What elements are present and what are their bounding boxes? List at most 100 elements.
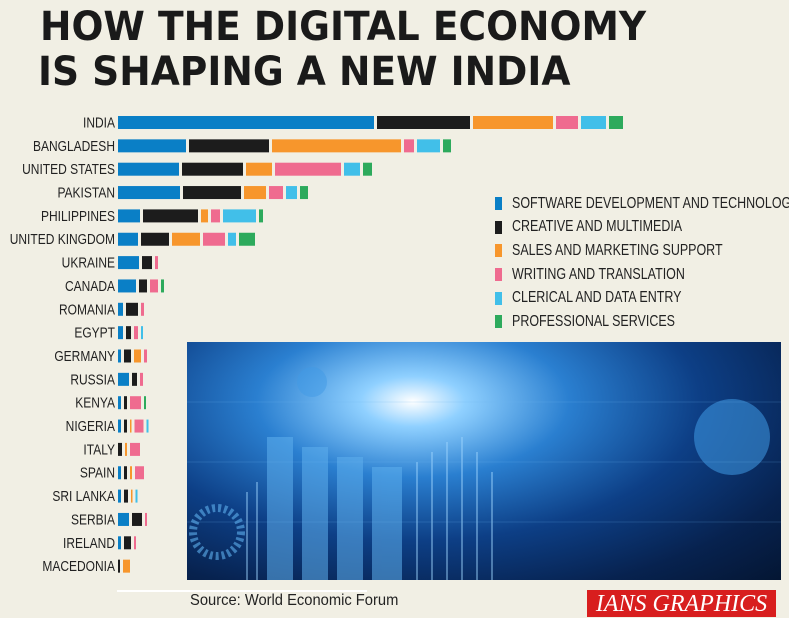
bar-segment-united-kingdom-4	[228, 232, 236, 246]
category-label: ROMANIA	[59, 301, 116, 318]
bar-segment-bangladesh-3	[404, 139, 414, 153]
bar-segment-russia-1	[132, 372, 137, 386]
category-label: KENYA	[75, 394, 116, 411]
legend-item: CLERICAL AND DATA ENTRY	[495, 286, 789, 310]
bar-segment-germany-3	[144, 349, 147, 363]
bar-segment-india-1	[377, 116, 470, 129]
legend: SOFTWARE DEVELOPMENT AND TECHNOLOGY CREAT…	[495, 192, 789, 334]
legend-label: CREATIVE AND MULTIMEDIA	[512, 218, 683, 236]
bar-segment-ukraine-0	[118, 256, 139, 270]
legend-swatch	[495, 220, 502, 234]
bar-segment-bangladesh-1	[189, 139, 269, 153]
bar-segment-united-states-3	[275, 162, 341, 176]
category-label: SRI LANKA	[52, 488, 116, 505]
category-label: ITALY	[83, 441, 115, 458]
bar-segment-pakistan-1	[183, 186, 241, 200]
category-label: BANGLADESH	[33, 138, 115, 155]
bar-segment-germany-0	[118, 349, 121, 363]
bar-segment-pakistan-3	[269, 186, 283, 200]
bar-segment-canada-1	[139, 279, 147, 293]
bar-segment-sri-lanka-4	[135, 489, 138, 503]
bar-segment-ireland-1	[124, 536, 131, 550]
legend-label: PROFESSIONAL SERVICES	[512, 312, 675, 330]
bar-segment-united-states-5	[363, 162, 372, 176]
bar-segment-philippines-5	[259, 209, 263, 223]
category-label: PAKISTAN	[57, 184, 115, 201]
bar-segment-pakistan-4	[286, 186, 297, 200]
bar-segment-bangladesh-5	[443, 139, 451, 153]
bar-segment-nigeria-0	[118, 419, 121, 433]
legend-swatch	[495, 268, 502, 282]
bar-segment-romania-0	[118, 302, 123, 316]
bar-segment-canada-3	[150, 279, 158, 293]
bar-segment-macedonia-1	[118, 559, 120, 573]
bar-segment-philippines-2	[201, 209, 208, 223]
bar-segment-serbia-0	[118, 512, 129, 526]
bar-segment-egypt-3	[134, 326, 138, 340]
category-label: IRELAND	[63, 535, 115, 552]
bar-segment-nigeria-2	[130, 419, 132, 433]
bar-segment-bangladesh-0	[118, 139, 186, 153]
legend-item: SOFTWARE DEVELOPMENT AND TECHNOLOGY	[495, 192, 789, 216]
bar-segment-pakistan-5	[300, 186, 308, 200]
legend-swatch	[495, 315, 502, 329]
category-label: UKRAINE	[62, 254, 115, 271]
category-label: NIGERIA	[66, 418, 116, 435]
category-label: RUSSIA	[70, 371, 115, 388]
bar-segment-united-states-1	[182, 162, 243, 176]
legend-item: PROFESSIONAL SERVICES	[495, 310, 789, 334]
bar-segment-bangladesh-4	[417, 139, 440, 153]
bar-segment-philippines-1	[143, 209, 198, 223]
bar-segment-macedonia-2	[123, 559, 130, 573]
bar-segment-pakistan-0	[118, 186, 180, 200]
category-label: MACEDONIA	[42, 558, 115, 575]
legend-label: SALES AND MARKETING SUPPORT	[512, 241, 723, 259]
bar-segment-canada-0	[118, 279, 136, 293]
bar-segment-germany-1	[124, 349, 131, 363]
bar-segment-ukraine-1	[142, 256, 152, 270]
legend-swatch	[495, 197, 502, 211]
title-line-2: IS SHAPING A NEW INDIA	[38, 49, 571, 95]
bar-segment-russia-0	[118, 372, 129, 386]
bar-segment-ireland-0	[118, 536, 121, 550]
bar-segment-united-kingdom-5	[239, 232, 255, 246]
source-note: Source: World Economic Forum	[190, 592, 399, 609]
bar-segment-italy-3	[130, 442, 140, 456]
bar-segment-kenya-1	[124, 396, 127, 410]
bar-segment-sri-lanka-0	[118, 489, 121, 503]
category-label: SERBIA	[71, 511, 116, 528]
bar-segment-egypt-4	[141, 326, 143, 340]
bar-segment-united-states-4	[344, 162, 360, 176]
digital-economy-photo	[187, 342, 781, 580]
bar-segment-philippines-4	[223, 209, 256, 223]
bar-segment-ukraine-3	[155, 256, 158, 270]
bar-segment-philippines-0	[118, 209, 140, 223]
legend-item: WRITING AND TRANSLATION	[495, 263, 789, 287]
legend-label: WRITING AND TRANSLATION	[512, 265, 685, 283]
bar-segment-philippines-3	[211, 209, 220, 223]
bar-segment-india-5	[609, 116, 623, 129]
bar-segment-united-states-2	[246, 162, 272, 176]
category-label: EGYPT	[74, 324, 115, 341]
bar-segment-kenya-5	[144, 396, 146, 410]
bar-segment-sri-lanka-2	[131, 489, 133, 503]
category-label: UNITED STATES	[22, 161, 115, 178]
bar-segment-germany-2	[134, 349, 141, 363]
bar-segment-united-kingdom-3	[203, 232, 225, 246]
category-label: SPAIN	[80, 464, 115, 481]
bar-segment-united-kingdom-0	[118, 232, 138, 246]
bar-segment-ireland-3	[134, 536, 136, 550]
bar-segment-spain-0	[118, 466, 121, 480]
bar-segment-nigeria-3	[134, 419, 144, 433]
bar-segment-serbia-1	[132, 512, 142, 526]
bar-segment-egypt-0	[118, 326, 123, 340]
title-line-1: HOW THE DIGITAL ECONOMY	[40, 4, 647, 50]
bar-segment-united-kingdom-2	[172, 232, 200, 246]
category-label: CANADA	[65, 278, 116, 295]
legend-item: CREATIVE AND MULTIMEDIA	[495, 216, 789, 240]
bar-segment-india-4	[581, 116, 606, 129]
bar-segment-sri-lanka-1	[124, 489, 128, 503]
bar-segment-russia-3	[140, 372, 143, 386]
bar-segment-spain-2	[130, 466, 132, 480]
